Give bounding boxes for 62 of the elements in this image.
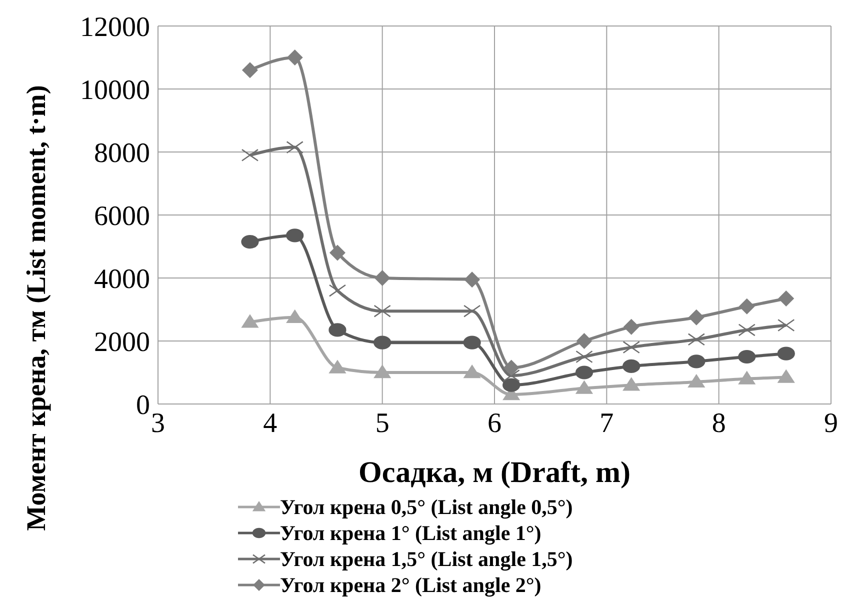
- point: [622, 359, 640, 373]
- point: [328, 323, 346, 337]
- point: [463, 364, 481, 378]
- x-axis-title: Осадка, м (Draft, m): [358, 456, 630, 489]
- point: [738, 370, 756, 384]
- point: [688, 333, 706, 346]
- point: [688, 309, 704, 326]
- point: [575, 366, 594, 380]
- y-tick-label: 12000: [80, 12, 150, 43]
- point: [575, 380, 594, 394]
- point: [622, 377, 640, 391]
- x-tick-label: 3: [151, 408, 165, 439]
- point: [503, 360, 520, 376]
- y-tick-label: 6000: [94, 200, 150, 232]
- point: [688, 374, 706, 388]
- point: [241, 314, 259, 328]
- point: [374, 364, 392, 378]
- point: [286, 228, 304, 242]
- point: [241, 148, 259, 162]
- point: [374, 336, 392, 350]
- point: [328, 360, 346, 374]
- legend-label: Угол крена 2° (List angle 2°): [280, 572, 542, 598]
- point: [463, 304, 481, 318]
- y-tick-label: 8000: [94, 138, 150, 169]
- point: [502, 378, 520, 392]
- point: [688, 354, 706, 368]
- point: [463, 336, 481, 350]
- point: [738, 350, 756, 364]
- y-tick-label: 2000: [94, 326, 150, 358]
- point: [777, 346, 795, 360]
- point: [738, 298, 755, 314]
- point: [374, 304, 391, 318]
- x-tick-label: 6: [488, 408, 502, 439]
- point: [286, 309, 304, 323]
- x-tick-label: 8: [712, 408, 726, 439]
- legend-label: Угол крена 1,5° (List angle 1,5°): [280, 546, 573, 572]
- point: [286, 50, 303, 66]
- x-tick-label: 4: [263, 408, 278, 439]
- point: [329, 244, 346, 261]
- point: [576, 350, 593, 363]
- x-tick-label: 7: [600, 408, 614, 439]
- point: [576, 333, 592, 349]
- point: [286, 141, 304, 154]
- y-tick-label: 4000: [94, 264, 150, 295]
- x-tick-label: 5: [375, 408, 390, 439]
- point: [242, 62, 258, 78]
- y-tick-label: 10000: [80, 74, 150, 106]
- point: [778, 290, 794, 306]
- point: [622, 341, 640, 354]
- point: [464, 272, 480, 288]
- y-axis-title: Момент крена, тм (List moment, t·m): [21, 85, 51, 531]
- point: [623, 318, 640, 335]
- x-tick-label: 9: [824, 408, 838, 439]
- point: [777, 369, 795, 383]
- legend-label: Угол крена 0,5° (List angle 0,5°): [280, 494, 573, 520]
- point: [738, 324, 756, 336]
- y-tick-label: 0: [136, 390, 150, 421]
- legend-label: Угол крена 1° (List angle 1°): [280, 520, 542, 546]
- point: [502, 369, 520, 382]
- point: [374, 270, 390, 286]
- point: [241, 234, 259, 249]
- point: [328, 284, 346, 297]
